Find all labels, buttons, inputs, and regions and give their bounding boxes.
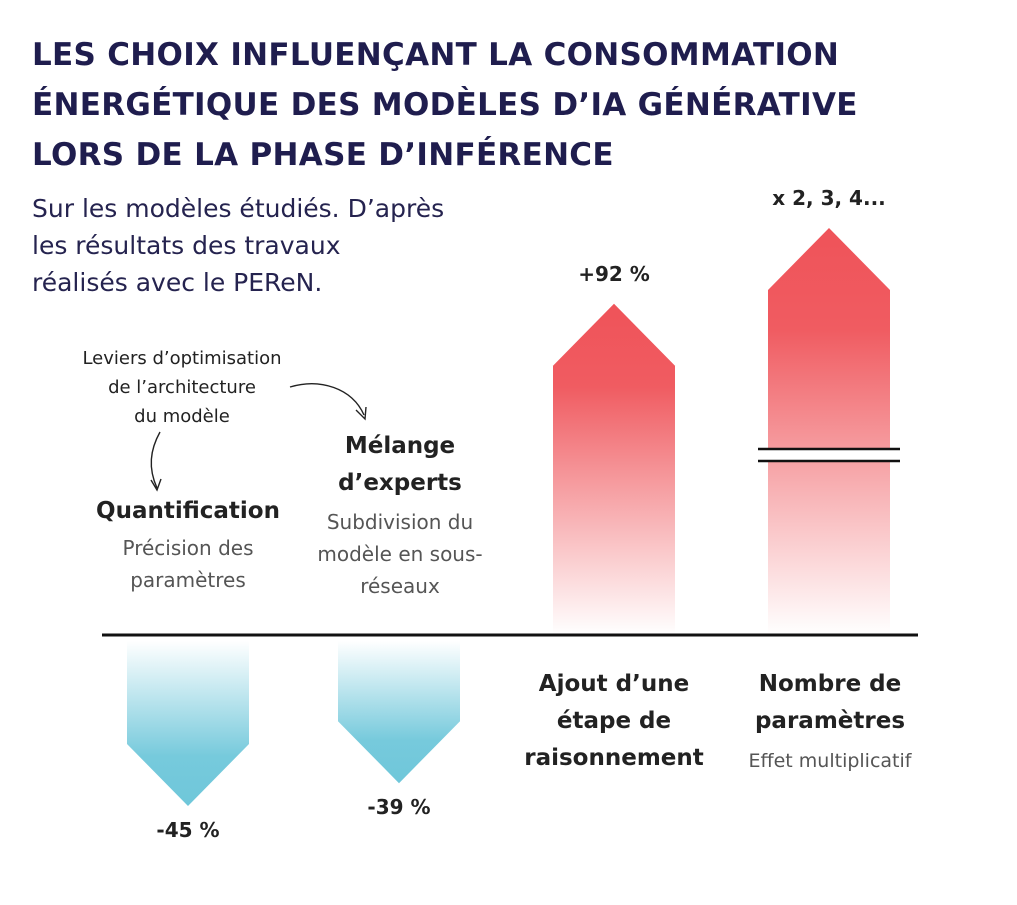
lever-desc-line: paramètres (130, 568, 246, 592)
value-label: x 2, 3, 4... (772, 186, 886, 210)
lever-quantification: Quantification Précision des paramètres (78, 498, 298, 596)
category-label-line: paramètres (754, 708, 906, 734)
lever-desc-line: réseaux (360, 574, 440, 598)
lever-desc-line: Subdivision du (326, 510, 474, 534)
category-reasoning-step: Ajout d’une étape de raisonnement (514, 666, 714, 777)
title-line: ÉNERGÉTIQUE DES MODÈLES D’IA GÉNÉRATIVE (32, 87, 858, 123)
note-line: du modèle (134, 406, 230, 427)
note-line: Leviers d’optimisation (82, 348, 282, 369)
category-label: Nombre de paramètres (730, 666, 930, 740)
category-label-line: Nombre de (758, 671, 902, 697)
arrow-head-icon (355, 406, 367, 421)
chart-subtitle: Sur les modèles étudiés. D’après les rés… (32, 190, 532, 301)
optimisation-levers-note: Leviers d’optimisation de l’architecture… (52, 344, 312, 431)
lever-desc-line: Précision des (122, 536, 254, 560)
bar-arrow (338, 641, 460, 784)
lever-description: Subdivision du modèle en sous- réseaux (295, 506, 505, 602)
lever-desc-line: modèle en sous- (317, 542, 483, 566)
title-line: LORS DE LA PHASE D’INFÉRENCE (32, 137, 614, 173)
bar-arrow (553, 303, 675, 635)
category-label-line: Ajout d’une (538, 671, 690, 697)
category-label-line: raisonnement (524, 745, 704, 771)
curved-arrow-icon (289, 383, 365, 416)
lever-mixture-of-experts: Mélange d’experts Subdivision du modèle … (295, 428, 505, 602)
lever-title: Mélange d’experts (295, 428, 505, 502)
lever-title-line: d’experts (338, 470, 462, 496)
lever-title-line: Mélange (344, 433, 456, 459)
note-line: de l’architecture (108, 377, 256, 398)
subtitle-line: les résultats des travaux (32, 231, 341, 260)
value-label: -45 % (156, 818, 220, 842)
bar-arrow (768, 228, 890, 635)
category-label-line: étape de (556, 708, 672, 734)
category-parameters: Nombre de paramètres Effet multiplicatif (730, 666, 930, 772)
lever-title: Quantification (96, 498, 280, 524)
axis-break-marker (758, 447, 900, 463)
lever-description: Précision des paramètres (78, 532, 298, 596)
arrow-head-icon (150, 478, 162, 492)
chart-title: LES CHOIX INFLUENÇANT LA CONSOMMATION ÉN… (32, 30, 932, 180)
category-description: Effet multiplicatif (748, 750, 912, 772)
curved-arrow-icon (150, 431, 161, 489)
bars-group (127, 228, 890, 806)
value-label: -39 % (367, 795, 431, 820)
value-label: +92 % (578, 261, 650, 286)
subtitle-line: réalisés avec le PEReN. (32, 268, 323, 297)
subtitle-line: Sur les modèles étudiés. D’après (32, 194, 445, 223)
title-line: LES CHOIX INFLUENÇANT LA CONSOMMATION (32, 37, 840, 73)
bar-arrow (127, 641, 249, 806)
